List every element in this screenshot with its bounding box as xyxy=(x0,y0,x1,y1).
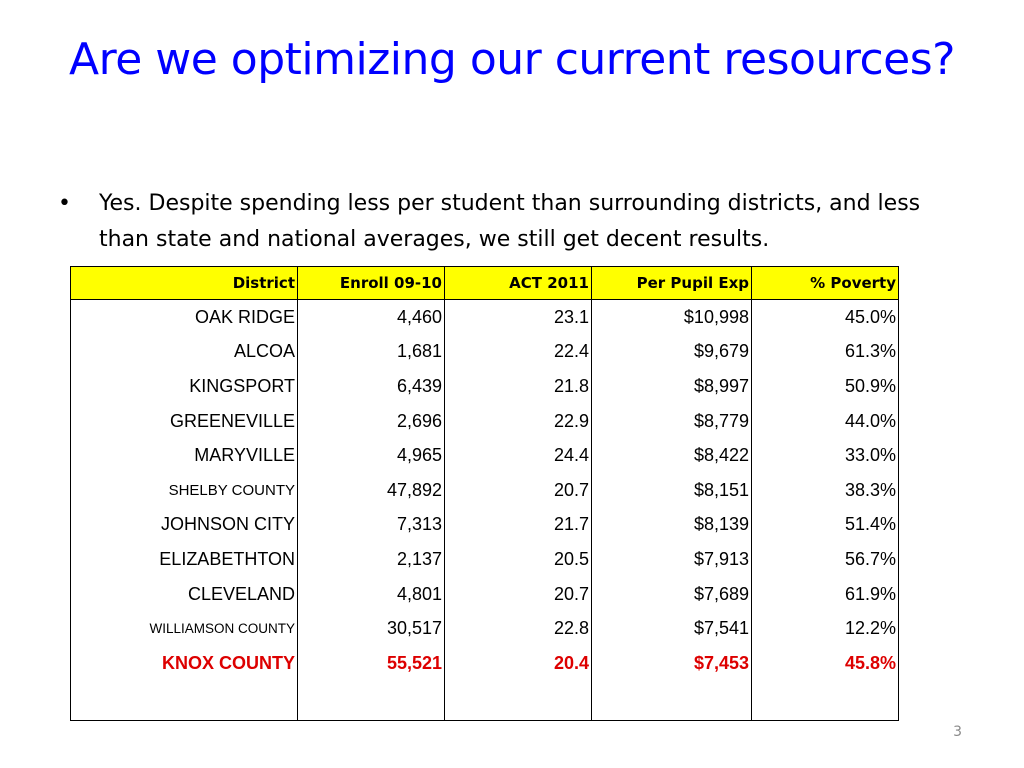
table-spacer-row xyxy=(70,680,899,721)
header-poverty-rate: % Poverty xyxy=(751,266,899,300)
district-name-cell: GREENEVILLE xyxy=(70,403,298,439)
act-score-cell: 20.5 xyxy=(444,542,592,577)
district-name-cell: JOHNSON CITY xyxy=(70,507,298,543)
bullet-text: Yes. Despite spending less per student t… xyxy=(99,191,921,252)
district-name-cell: KINGSPORT xyxy=(70,369,298,404)
table-header-row: District Enroll 09-10 ACT 2011 Per Pupil… xyxy=(70,266,899,300)
act-score-cell: 22.8 xyxy=(444,611,592,646)
header-enrollment: Enroll 09-10 xyxy=(297,266,445,300)
per-pupil-expenditure-cell: $9,679 xyxy=(591,334,752,370)
district-name-cell: OAK RIDGE xyxy=(70,299,298,335)
table-row: OAK RIDGE 4,460 23.1 $10,998 45.0% xyxy=(70,299,899,335)
header-act-score: ACT 2011 xyxy=(444,266,592,300)
per-pupil-expenditure-cell: $8,997 xyxy=(591,369,752,404)
act-score-cell: 20.7 xyxy=(444,576,592,612)
slide-title: Are we optimizing our current resources? xyxy=(68,34,956,85)
enrollment-cell: 47,892 xyxy=(297,472,445,508)
poverty-rate-cell: 51.4% xyxy=(751,507,899,543)
poverty-rate-cell: 50.9% xyxy=(751,369,899,404)
enrollment-cell: 4,460 xyxy=(297,299,445,335)
enrollment-cell: 7,313 xyxy=(297,507,445,543)
enrollment-cell: 30,517 xyxy=(297,611,445,646)
per-pupil-expenditure-cell: $7,541 xyxy=(591,611,752,646)
page-number: 3 xyxy=(953,724,962,740)
table-row: MARYVILLE 4,965 24.4 $8,422 33.0% xyxy=(70,438,899,473)
act-score-cell: 20.7 xyxy=(444,472,592,508)
act-score-cell: 22.9 xyxy=(444,403,592,439)
district-name-cell: CLEVELAND xyxy=(70,576,298,612)
enrollment-cell: 1,681 xyxy=(297,334,445,370)
table-row: SHELBY COUNTY 47,892 20.7 $8,151 38.3% xyxy=(70,472,899,508)
spacer-cell xyxy=(444,680,592,721)
spacer-cell xyxy=(751,680,899,721)
enrollment-cell: 55,521 xyxy=(297,645,445,681)
poverty-rate-cell: 44.0% xyxy=(751,403,899,439)
act-score-cell: 23.1 xyxy=(444,299,592,335)
spacer-cell xyxy=(70,680,298,721)
table-row: GREENEVILLE 2,696 22.9 $8,779 44.0% xyxy=(70,403,899,439)
per-pupil-expenditure-cell: $7,453 xyxy=(591,645,752,681)
poverty-rate-cell: 61.9% xyxy=(751,576,899,612)
table-row: JOHNSON CITY 7,313 21.7 $8,139 51.4% xyxy=(70,507,899,543)
table-body: OAK RIDGE 4,460 23.1 $10,998 45.0% ALCOA 1,681… xyxy=(70,299,899,721)
poverty-rate-cell: 61.3% xyxy=(751,334,899,370)
enrollment-cell: 4,801 xyxy=(297,576,445,612)
district-name-cell: SHELBY COUNTY xyxy=(70,472,298,508)
enrollment-cell: 6,439 xyxy=(297,369,445,404)
bullet-point: • Yes. Despite spending less per student… xyxy=(58,186,968,258)
spacer-cell xyxy=(297,680,445,721)
per-pupil-expenditure-cell: $10,998 xyxy=(591,299,752,335)
table-row: ALCOA 1,681 22.4 $9,679 61.3% xyxy=(70,334,899,370)
act-score-cell: 21.8 xyxy=(444,369,592,404)
header-district: District xyxy=(70,266,298,300)
bullet-icon: • xyxy=(58,191,71,216)
table-row: KINGSPORT 6,439 21.8 $8,997 50.9% xyxy=(70,369,899,404)
district-name-cell: MARYVILLE xyxy=(70,438,298,473)
poverty-rate-cell: 33.0% xyxy=(751,438,899,473)
poverty-rate-cell: 56.7% xyxy=(751,542,899,577)
district-name-cell: KNOX COUNTY xyxy=(70,645,298,681)
table-row: KNOX COUNTY 55,521 20.4 $7,453 45.8% xyxy=(70,645,899,681)
enrollment-cell: 2,696 xyxy=(297,403,445,439)
header-per-pupil-expenditure: Per Pupil Exp xyxy=(591,266,752,300)
act-score-cell: 20.4 xyxy=(444,645,592,681)
poverty-rate-cell: 38.3% xyxy=(751,472,899,508)
act-score-cell: 22.4 xyxy=(444,334,592,370)
per-pupil-expenditure-cell: $7,913 xyxy=(591,542,752,577)
poverty-rate-cell: 12.2% xyxy=(751,611,899,646)
enrollment-cell: 2,137 xyxy=(297,542,445,577)
per-pupil-expenditure-cell: $8,139 xyxy=(591,507,752,543)
table-row: CLEVELAND 4,801 20.7 $7,689 61.9% xyxy=(70,576,899,612)
poverty-rate-cell: 45.8% xyxy=(751,645,899,681)
per-pupil-expenditure-cell: $8,151 xyxy=(591,472,752,508)
act-score-cell: 24.4 xyxy=(444,438,592,473)
poverty-rate-cell: 45.0% xyxy=(751,299,899,335)
district-name-cell: ELIZABETHTON xyxy=(70,542,298,577)
table-row: WILLIAMSON COUNTY 30,517 22.8 $7,541 12.2% xyxy=(70,611,899,646)
district-name-cell: WILLIAMSON COUNTY xyxy=(70,611,298,646)
per-pupil-expenditure-cell: $7,689 xyxy=(591,576,752,612)
table-row: ELIZABETHTON 2,137 20.5 $7,913 56.7% xyxy=(70,542,899,577)
per-pupil-expenditure-cell: $8,779 xyxy=(591,403,752,439)
spacer-cell xyxy=(591,680,752,721)
act-score-cell: 21.7 xyxy=(444,507,592,543)
district-name-cell: ALCOA xyxy=(70,334,298,370)
enrollment-cell: 4,965 xyxy=(297,438,445,473)
per-pupil-expenditure-cell: $8,422 xyxy=(591,438,752,473)
district-comparison-table: District Enroll 09-10 ACT 2011 Per Pupil… xyxy=(70,266,899,721)
